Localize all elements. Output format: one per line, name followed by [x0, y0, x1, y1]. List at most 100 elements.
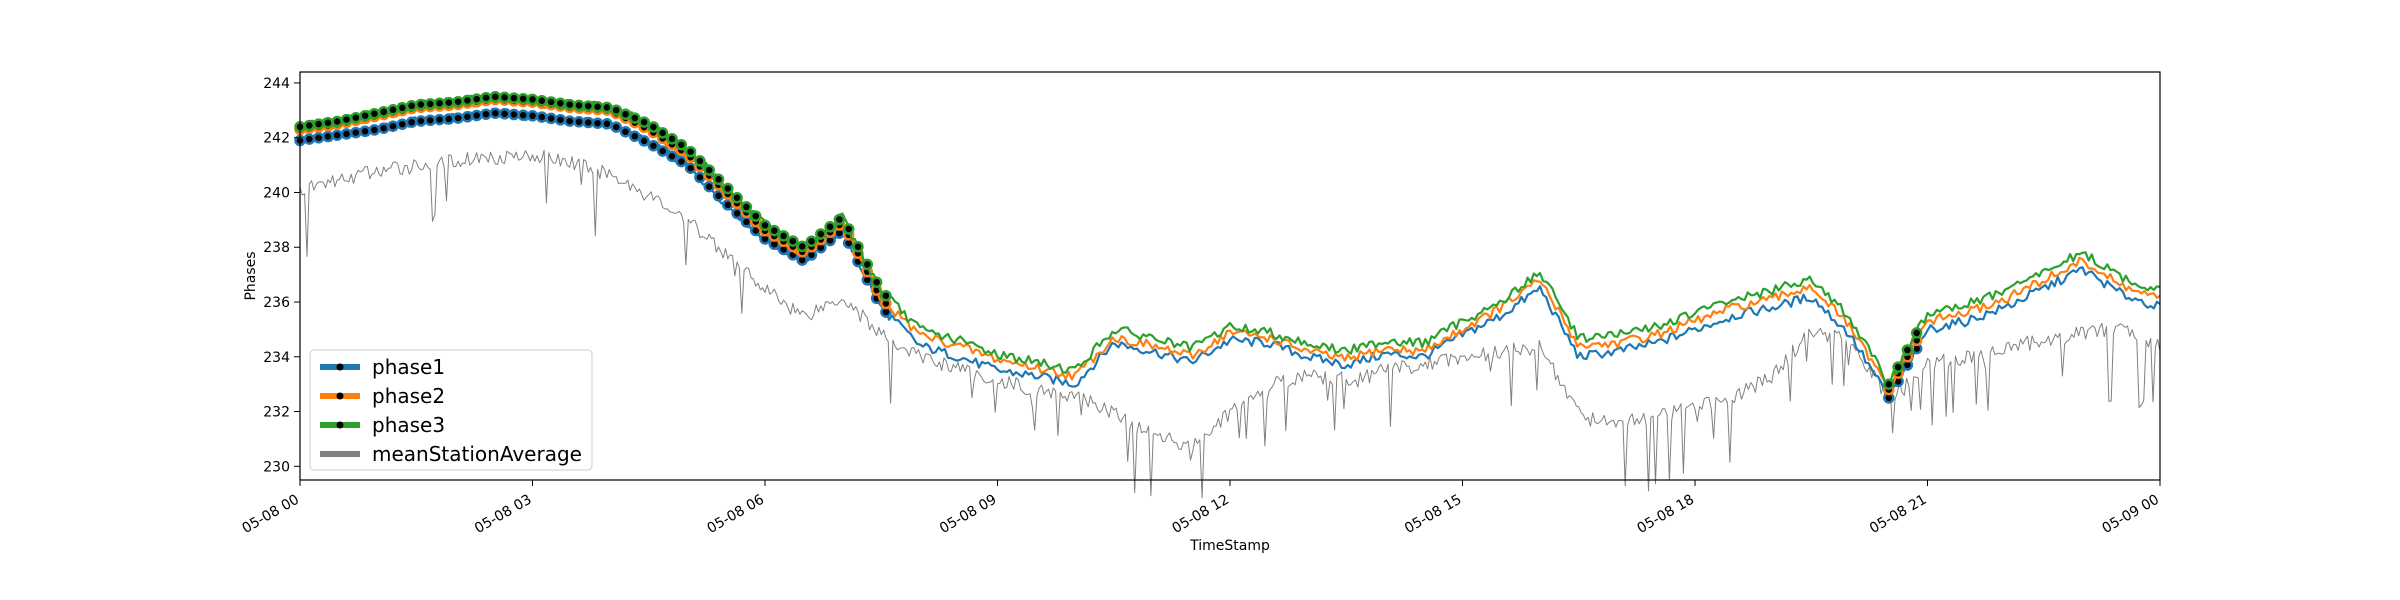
data-point-phase1 [340, 128, 353, 140]
data-point-phase1 [498, 108, 511, 120]
data-point-phase3 [656, 127, 669, 139]
legend-marker-phase2 [336, 392, 344, 400]
data-point-phase3 [796, 240, 808, 253]
data-point-phase3 [805, 235, 818, 247]
data-point-phase1 [526, 110, 539, 122]
legend-label-meanStationAverage: meanStationAverage [372, 442, 582, 466]
data-point-phase3 [424, 98, 436, 110]
legend-label-phase3: phase3 [372, 413, 445, 437]
data-point-phase1 [508, 108, 520, 121]
data-point-phase1 [405, 116, 418, 129]
data-point-phase3 [1910, 327, 1923, 339]
data-point-phase1 [377, 122, 390, 134]
data-point-phase3 [870, 276, 883, 288]
data-point-phase1 [591, 117, 604, 129]
data-point-phase1 [684, 162, 697, 174]
data-point-phase3 [1892, 361, 1904, 373]
y-tick-label: 240 [263, 185, 290, 201]
data-point-phase1 [424, 114, 436, 127]
data-point-phase3 [749, 210, 762, 222]
data-point-phase3 [712, 173, 725, 186]
y-axis-label: Phases [243, 251, 259, 300]
data-point-phase1 [675, 155, 688, 168]
y-tick-label: 234 [263, 350, 290, 366]
data-point-phase1 [536, 111, 548, 123]
data-point-phase3 [824, 221, 836, 233]
data-point-phase3 [452, 95, 464, 108]
data-point-phase1 [573, 116, 585, 128]
data-point-phase3 [629, 112, 641, 124]
data-point-phase1 [461, 111, 474, 123]
data-point-phase3 [619, 108, 632, 120]
data-point-phase3 [563, 98, 576, 111]
data-point-phase1 [443, 113, 455, 125]
data-point-phase3 [684, 145, 697, 158]
data-point-phase3 [591, 100, 604, 113]
data-point-phase3 [331, 115, 343, 128]
data-point-phase3 [582, 100, 595, 112]
data-point-phase1 [489, 107, 502, 119]
data-point-phase1 [582, 116, 595, 129]
data-point-phase1 [312, 132, 325, 144]
data-point-phase3 [787, 235, 799, 247]
series-line-meanStationAverage [299, 149, 2161, 499]
data-point-phase1 [387, 120, 399, 132]
data-point-phase3 [377, 106, 390, 118]
data-point-phase3 [694, 155, 706, 167]
data-point-phase1 [303, 133, 316, 145]
data-point-phase1 [601, 118, 613, 130]
legend: phase1 phase2 phase3 meanStationAverage [309, 349, 593, 471]
data-point-phase1 [480, 108, 492, 120]
y-tick-label: 230 [263, 459, 290, 475]
data-point-phase1 [368, 124, 381, 136]
data-point-phase1 [415, 115, 427, 127]
data-point-phase1 [452, 112, 464, 124]
data-point-phase1 [610, 121, 622, 133]
data-point-phase3 [489, 91, 502, 103]
data-point-phase3 [312, 118, 325, 130]
data-point-phase1 [619, 125, 632, 138]
data-point-phase3 [368, 107, 381, 120]
data-point-phase3 [536, 94, 548, 107]
data-point-phase1 [322, 130, 334, 143]
data-point-phase3 [554, 97, 567, 110]
data-point-phase1 [470, 109, 483, 122]
data-point-phase1 [666, 150, 678, 163]
y-tick-label: 232 [263, 405, 290, 421]
series-layer [294, 91, 2161, 499]
data-point-phase3 [526, 93, 539, 106]
data-point-phase3 [815, 228, 827, 240]
data-point-phase3 [340, 113, 353, 126]
data-point-phase3 [880, 289, 892, 302]
legend-box [309, 349, 593, 471]
data-point-phase1 [712, 190, 725, 202]
data-point-phase3 [777, 230, 790, 242]
data-point-phase3 [768, 224, 781, 237]
data-point-phase1 [545, 112, 557, 125]
data-point-phase3 [517, 92, 529, 105]
data-point-phase1 [331, 129, 343, 141]
data-point-phase3 [461, 94, 474, 107]
data-point-phase3 [703, 164, 715, 176]
y-tick-label: 244 [263, 76, 290, 92]
data-point-phase1 [517, 109, 529, 121]
data-point-phase3 [638, 116, 650, 128]
data-point-phase1 [694, 171, 706, 184]
data-point-phase1 [563, 115, 576, 127]
data-point-phase3 [387, 104, 399, 116]
data-point-phase3 [573, 99, 585, 112]
data-point-phase3 [433, 97, 446, 109]
data-point-phase1 [396, 118, 409, 130]
legend-label-phase2: phase2 [372, 384, 445, 408]
data-point-phase3 [1901, 344, 1914, 356]
y-tick-label: 238 [263, 240, 290, 256]
data-point-phase3 [396, 102, 409, 114]
data-point-phase3 [1883, 378, 1895, 390]
data-point-phase1 [703, 180, 715, 193]
data-point-phase3 [545, 96, 557, 108]
data-point-phase3 [647, 121, 660, 133]
data-point-phase3 [833, 213, 846, 226]
x-axis-label: TimeStamp [1189, 538, 1270, 554]
data-point-phase3 [470, 93, 483, 105]
